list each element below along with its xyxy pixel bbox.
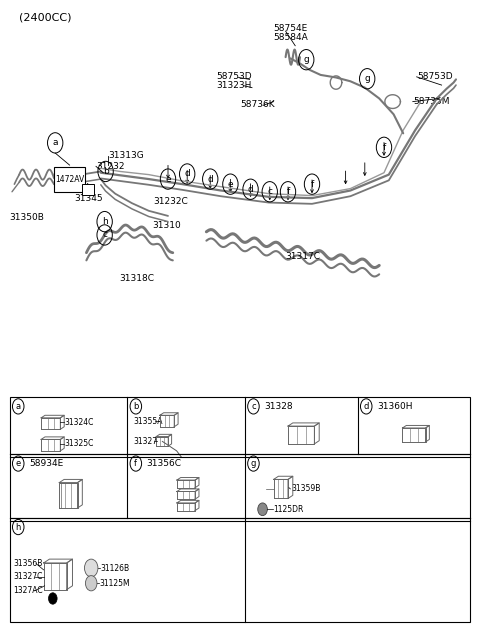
Text: e: e [228, 180, 233, 189]
Text: 31126B: 31126B [101, 563, 130, 573]
Text: 31327C: 31327C [13, 572, 43, 582]
Text: 31313G: 31313G [108, 151, 144, 160]
Text: 31310: 31310 [153, 221, 181, 230]
FancyBboxPatch shape [54, 167, 85, 192]
Text: a: a [52, 138, 58, 147]
Text: 31232: 31232 [96, 162, 124, 171]
Text: 1472AV: 1472AV [55, 183, 90, 192]
Text: 58754E: 58754E [274, 24, 308, 33]
Text: d: d [207, 175, 213, 184]
Text: 31325C: 31325C [64, 439, 94, 448]
Text: 31232C: 31232C [154, 197, 188, 206]
Text: 31345: 31345 [74, 194, 103, 203]
FancyBboxPatch shape [82, 184, 94, 195]
Text: 58753D: 58753D [418, 72, 453, 81]
Text: g: g [251, 459, 256, 468]
Bar [10, 397, 470, 622]
Text: 31350B: 31350B [10, 213, 45, 222]
Text: 31356C: 31356C [146, 459, 181, 468]
Text: c: c [102, 231, 107, 239]
Text: f: f [311, 180, 313, 189]
Text: 31323H: 31323H [216, 81, 252, 90]
Text: f: f [287, 187, 289, 196]
Text: 1472AV: 1472AV [55, 175, 84, 184]
Text: e: e [16, 459, 21, 468]
Text: h: h [15, 523, 21, 531]
Text: 31355A: 31355A [133, 417, 163, 425]
Text: 1327AC: 1327AC [13, 586, 43, 596]
Text: 58584A: 58584A [274, 33, 308, 42]
Text: f: f [134, 459, 137, 468]
Text: 1125DR: 1125DR [274, 505, 304, 514]
Text: 58735M: 58735M [414, 97, 450, 106]
Text: g: g [303, 55, 309, 64]
Text: d: d [248, 185, 253, 194]
Text: 31317C: 31317C [286, 252, 321, 261]
Text: 31125M: 31125M [100, 578, 131, 588]
Text: 58753D: 58753D [216, 72, 252, 81]
Text: d: d [184, 170, 190, 178]
Text: 31318C: 31318C [120, 274, 154, 283]
Text: 58736K: 58736K [240, 100, 275, 109]
Text: (2400CC): (2400CC) [19, 13, 72, 23]
Circle shape [84, 559, 98, 577]
Text: 31324C: 31324C [64, 418, 94, 427]
Text: e: e [165, 175, 171, 184]
Text: 31328: 31328 [264, 402, 293, 411]
Text: 31327: 31327 [133, 437, 157, 446]
Text: g: g [364, 74, 370, 83]
Text: b: b [103, 167, 108, 176]
Circle shape [85, 575, 97, 591]
Text: 31356B: 31356B [13, 559, 43, 568]
Text: b: b [133, 402, 139, 411]
Circle shape [258, 503, 267, 516]
Text: 58934E: 58934E [29, 459, 63, 468]
Text: c: c [251, 402, 256, 411]
Text: 31359B: 31359B [291, 485, 321, 493]
Text: c: c [267, 187, 272, 196]
Text: a: a [16, 402, 21, 411]
Circle shape [48, 593, 57, 605]
Text: h: h [102, 217, 108, 226]
Text: f: f [383, 143, 385, 152]
Text: 31360H: 31360H [377, 402, 412, 411]
Text: d: d [363, 402, 369, 411]
